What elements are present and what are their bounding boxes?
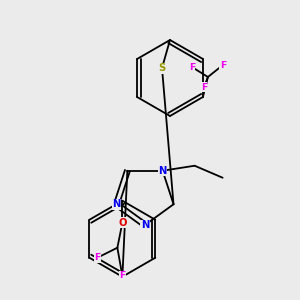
- Text: F: F: [189, 62, 195, 71]
- Text: F: F: [94, 253, 101, 262]
- Text: N: N: [112, 199, 121, 209]
- Text: N: N: [158, 166, 167, 176]
- Text: O: O: [118, 218, 127, 228]
- Text: N: N: [141, 220, 149, 230]
- Text: F: F: [119, 271, 125, 280]
- Text: F: F: [201, 82, 207, 91]
- Text: S: S: [158, 63, 166, 73]
- Text: F: F: [220, 61, 226, 70]
